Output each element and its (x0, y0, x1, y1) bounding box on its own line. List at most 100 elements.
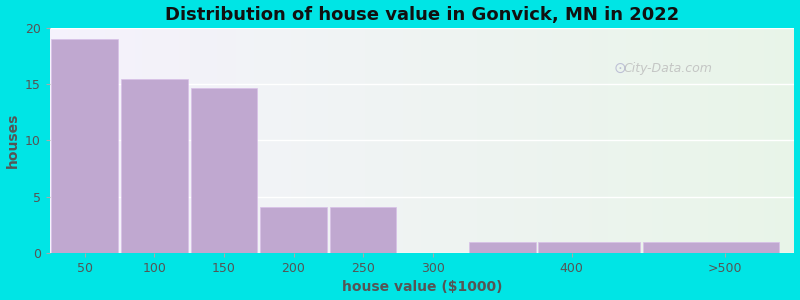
Bar (675, 28, 679, 253)
Bar (650, 28, 653, 253)
Bar (597, 28, 601, 253)
Bar (586, 28, 590, 253)
Bar (50, 28, 54, 253)
Bar (54, 28, 58, 253)
Bar (560, 28, 564, 253)
Bar (426, 28, 430, 253)
Bar (114, 28, 117, 253)
Bar (362, 28, 366, 253)
Bar (210, 28, 214, 253)
Bar (469, 242, 536, 253)
Bar (251, 28, 254, 253)
Bar (154, 28, 158, 253)
Bar (731, 28, 735, 253)
Bar (534, 28, 538, 253)
Bar (422, 28, 426, 253)
Bar (482, 28, 486, 253)
Bar (578, 28, 582, 253)
Bar (76, 28, 80, 253)
Bar (80, 28, 83, 253)
Bar (630, 28, 634, 253)
Bar (414, 28, 418, 253)
Bar (254, 28, 258, 253)
Bar (564, 28, 567, 253)
Title: Distribution of house value in Gonvick, MN in 2022: Distribution of house value in Gonvick, … (165, 6, 679, 24)
Bar (515, 28, 519, 253)
Bar (619, 28, 623, 253)
Bar (190, 88, 258, 253)
Bar (642, 242, 779, 253)
Bar (166, 28, 169, 253)
Bar (340, 28, 344, 253)
Bar (195, 28, 199, 253)
Bar (478, 28, 482, 253)
Bar (441, 28, 445, 253)
Bar (664, 28, 668, 253)
Bar (87, 28, 91, 253)
Bar (682, 28, 686, 253)
Bar (404, 28, 407, 253)
Bar (173, 28, 177, 253)
Bar (72, 28, 76, 253)
Bar (437, 28, 441, 253)
Bar (288, 28, 292, 253)
Bar (490, 28, 493, 253)
Bar (303, 28, 307, 253)
Bar (110, 28, 114, 253)
Bar (143, 28, 146, 253)
Bar (504, 28, 508, 253)
Bar (329, 28, 333, 253)
Bar (690, 28, 694, 253)
Bar (232, 28, 236, 253)
Bar (616, 28, 619, 253)
Bar (549, 28, 553, 253)
Bar (370, 28, 374, 253)
Bar (497, 28, 500, 253)
Bar (545, 28, 549, 253)
Bar (486, 28, 490, 253)
Bar (128, 28, 132, 253)
Bar (281, 28, 285, 253)
Bar (657, 28, 661, 253)
Bar (702, 28, 705, 253)
Bar (519, 28, 522, 253)
Bar (653, 28, 657, 253)
Bar (292, 28, 296, 253)
Bar (150, 28, 154, 253)
Bar (590, 28, 594, 253)
Bar (474, 28, 478, 253)
Bar (188, 28, 191, 253)
Bar (456, 28, 459, 253)
X-axis label: house value ($1000): house value ($1000) (342, 280, 502, 294)
Bar (634, 28, 638, 253)
Bar (642, 28, 646, 253)
Bar (132, 28, 136, 253)
Bar (452, 28, 456, 253)
Bar (296, 28, 299, 253)
Bar (366, 28, 370, 253)
Bar (508, 28, 511, 253)
Bar (705, 28, 709, 253)
Bar (146, 28, 150, 253)
Bar (396, 28, 400, 253)
Bar (668, 28, 672, 253)
Bar (493, 28, 497, 253)
Bar (430, 28, 434, 253)
Bar (522, 28, 526, 253)
Bar (184, 28, 188, 253)
Bar (326, 28, 329, 253)
Bar (277, 28, 281, 253)
Text: ⊙: ⊙ (613, 61, 626, 76)
Bar (389, 28, 393, 253)
Bar (69, 28, 72, 253)
Bar (727, 28, 731, 253)
Bar (542, 28, 545, 253)
Bar (463, 28, 467, 253)
Bar (448, 28, 452, 253)
Bar (177, 28, 180, 253)
Bar (724, 28, 727, 253)
Bar (191, 28, 195, 253)
Bar (646, 28, 650, 253)
Bar (776, 28, 779, 253)
Bar (225, 28, 229, 253)
